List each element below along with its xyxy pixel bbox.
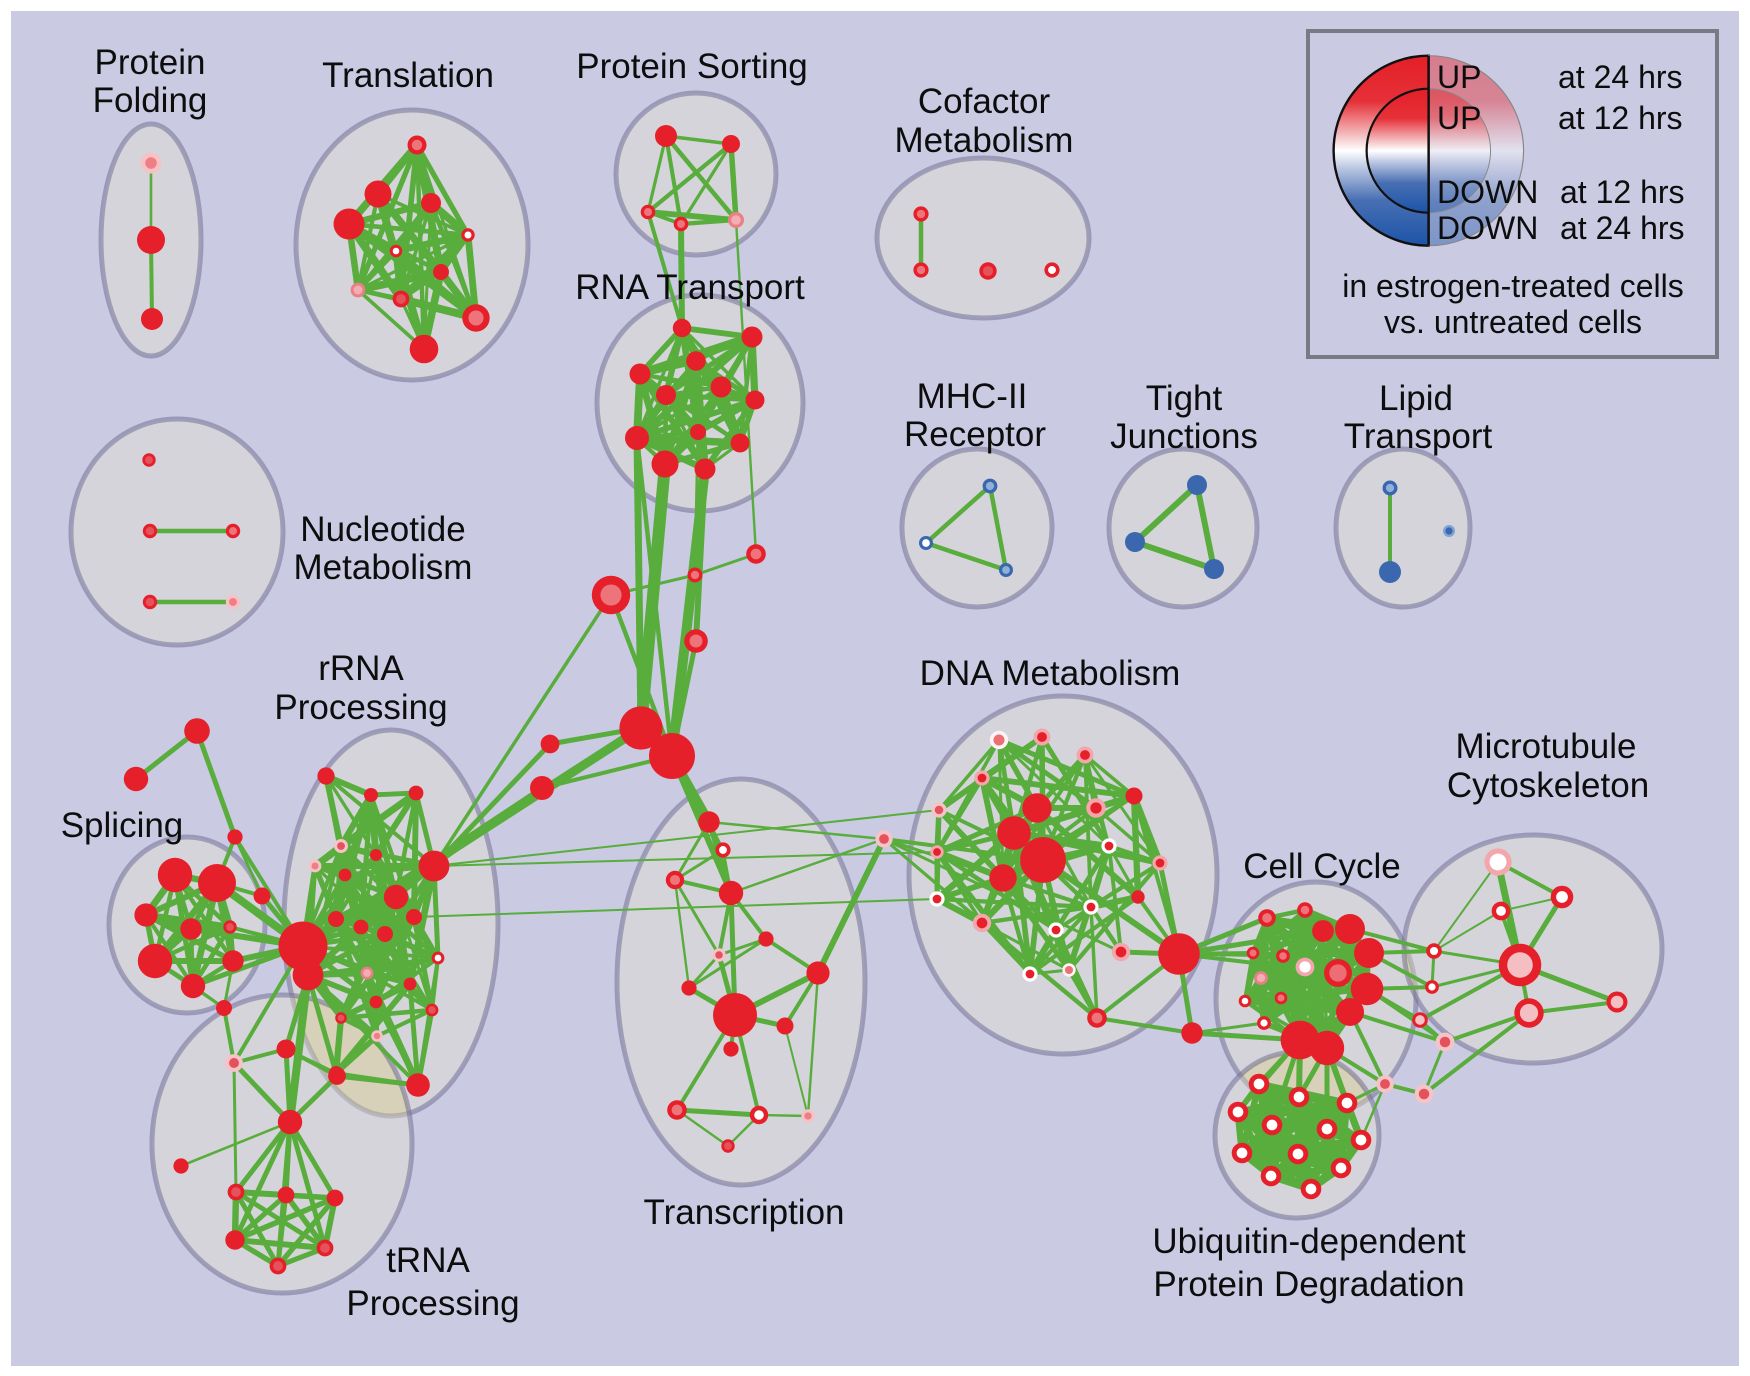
- svg-text:Protein Sorting: Protein Sorting: [576, 47, 808, 86]
- svg-text:Junctions: Junctions: [1110, 417, 1258, 456]
- svg-text:Metabolism: Metabolism: [294, 548, 473, 587]
- svg-text:at 12 hrs: at 12 hrs: [1558, 100, 1683, 136]
- svg-text:tRNA: tRNA: [386, 1241, 470, 1280]
- svg-text:Lipid: Lipid: [1379, 379, 1453, 418]
- svg-text:Nucleotide: Nucleotide: [300, 510, 465, 549]
- svg-text:Splicing: Splicing: [61, 806, 184, 845]
- svg-text:Transport: Transport: [1344, 417, 1493, 456]
- svg-text:UP: UP: [1437, 59, 1481, 95]
- svg-text:at 24 hrs: at 24 hrs: [1560, 210, 1685, 246]
- svg-text:Cofactor: Cofactor: [918, 82, 1051, 121]
- svg-text:Cell Cycle: Cell Cycle: [1243, 847, 1401, 886]
- svg-text:MHC-II: MHC-II: [917, 377, 1028, 416]
- svg-text:RNA Transport: RNA Transport: [575, 268, 805, 307]
- svg-text:Translation: Translation: [322, 56, 494, 95]
- svg-text:Transcription: Transcription: [644, 1193, 845, 1232]
- svg-text:DOWN: DOWN: [1437, 210, 1538, 246]
- svg-text:Tight: Tight: [1146, 379, 1223, 418]
- svg-text:vs. untreated cells: vs. untreated cells: [1384, 304, 1642, 340]
- svg-text:Folding: Folding: [93, 81, 208, 120]
- svg-text:Microtubule: Microtubule: [1456, 727, 1637, 766]
- svg-text:in estrogen-treated cells: in estrogen-treated cells: [1342, 268, 1684, 304]
- svg-text:DNA Metabolism: DNA Metabolism: [920, 654, 1181, 693]
- svg-text:at 24 hrs: at 24 hrs: [1558, 59, 1683, 95]
- svg-text:Metabolism: Metabolism: [895, 121, 1074, 160]
- svg-text:Processing: Processing: [274, 688, 447, 727]
- svg-text:at 12 hrs: at 12 hrs: [1560, 174, 1685, 210]
- svg-text:UP: UP: [1437, 100, 1481, 136]
- svg-text:Receptor: Receptor: [904, 415, 1046, 454]
- svg-text:Protein Degradation: Protein Degradation: [1153, 1265, 1464, 1304]
- svg-text:rRNA: rRNA: [318, 649, 404, 688]
- svg-text:Cytoskeleton: Cytoskeleton: [1447, 766, 1649, 805]
- svg-text:Processing: Processing: [346, 1284, 519, 1323]
- svg-text:DOWN: DOWN: [1437, 174, 1538, 210]
- svg-text:Ubiquitin-dependent: Ubiquitin-dependent: [1152, 1222, 1466, 1261]
- svg-text:Protein: Protein: [95, 43, 206, 82]
